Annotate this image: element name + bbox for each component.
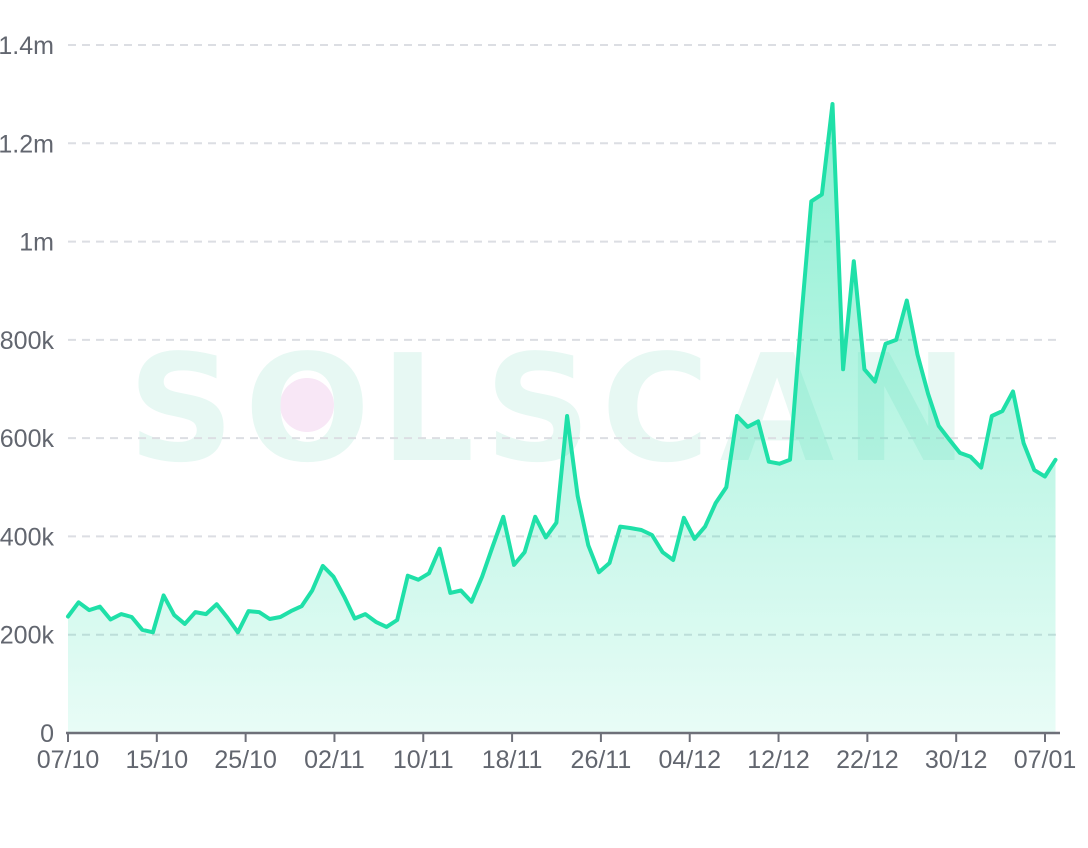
y-tick-label: 1.2m bbox=[0, 130, 54, 158]
x-axis bbox=[66, 731, 1060, 742]
y-tick-label: 1m bbox=[19, 229, 54, 257]
x-tick-label: 30/12 bbox=[925, 746, 988, 774]
x-tick-label: 25/10 bbox=[214, 746, 277, 774]
x-tick-label: 04/12 bbox=[658, 746, 721, 774]
x-tick-label: 10/11 bbox=[393, 746, 454, 774]
series-group bbox=[66, 102, 1058, 733]
x-tick-label: 07/10 bbox=[37, 746, 100, 774]
y-tick-label: 600k bbox=[0, 425, 54, 453]
y-tick-label: 1.4m bbox=[0, 32, 54, 60]
x-axis-labels: 07/10 15/10 25/10 02/11 10/11 18/11 26/11 04/12… bbox=[37, 746, 1077, 774]
y-tick-label: 0 bbox=[40, 720, 54, 748]
x-tick-label: 22/12 bbox=[836, 746, 899, 774]
plot-area[interactable] bbox=[68, 45, 1060, 733]
y-tick-label: 400k bbox=[0, 523, 54, 551]
watermark-dot bbox=[280, 378, 334, 432]
y-tick-label: 800k bbox=[0, 327, 54, 355]
x-tick-label: 12/12 bbox=[747, 746, 810, 774]
y-axis-labels: 0 200k 400k 600k 800k 1m 1.2m 1.4m bbox=[0, 32, 54, 748]
area-fill bbox=[68, 104, 1056, 733]
y-tick-label: 200k bbox=[0, 622, 54, 650]
x-tick-label: 18/11 bbox=[482, 746, 543, 774]
x-tick-label: 15/10 bbox=[126, 746, 189, 774]
x-tick-label: 02/11 bbox=[304, 746, 365, 774]
x-tick-label: 07/01 bbox=[1014, 746, 1077, 774]
x-tick-label: 26/11 bbox=[571, 746, 632, 774]
series-line bbox=[66, 102, 1058, 635]
